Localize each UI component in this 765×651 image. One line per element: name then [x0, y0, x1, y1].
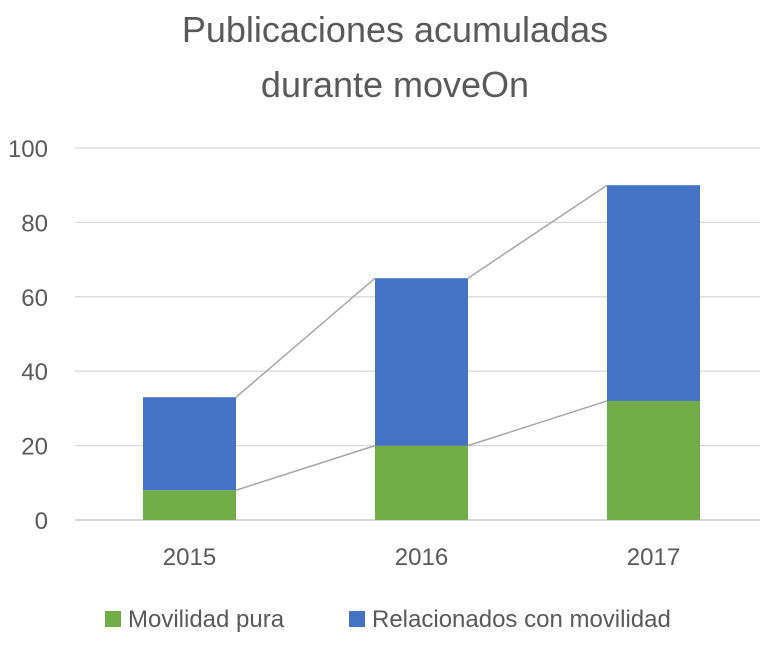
chart-title-line-2: durante moveOn	[261, 64, 529, 105]
bar-movilidad-pura-2016	[375, 445, 468, 520]
y-tick-label: 60	[21, 285, 48, 312]
x-tick-label: 2017	[627, 544, 680, 571]
chart-title-line-1: Publicaciones acumuladas	[182, 9, 608, 50]
y-tick-label: 20	[21, 434, 48, 461]
bar-relacionados-con-movilidad-2016	[375, 278, 468, 446]
bar-movilidad-pura-2015	[143, 490, 236, 520]
series-line	[467, 184, 608, 279]
legend-swatch	[349, 611, 365, 627]
x-tick-label: 2015	[163, 544, 216, 571]
bar-movilidad-pura-2017	[607, 400, 700, 520]
bar-relacionados-con-movilidad-2017	[607, 185, 700, 401]
y-tick-label: 100	[8, 136, 48, 163]
series-line	[467, 400, 608, 447]
y-tick-label: 0	[35, 508, 48, 535]
series-line	[235, 444, 376, 491]
x-tick-label: 2016	[395, 544, 448, 571]
series-line	[235, 277, 376, 398]
legend-swatch	[105, 611, 121, 627]
legend-label: Movilidad pura	[128, 606, 285, 633]
y-tick-label: 40	[21, 359, 48, 386]
bar-relacionados-con-movilidad-2015	[143, 397, 236, 491]
legend-label: Relacionados con movilidad	[372, 606, 671, 633]
y-tick-label: 80	[21, 210, 48, 237]
